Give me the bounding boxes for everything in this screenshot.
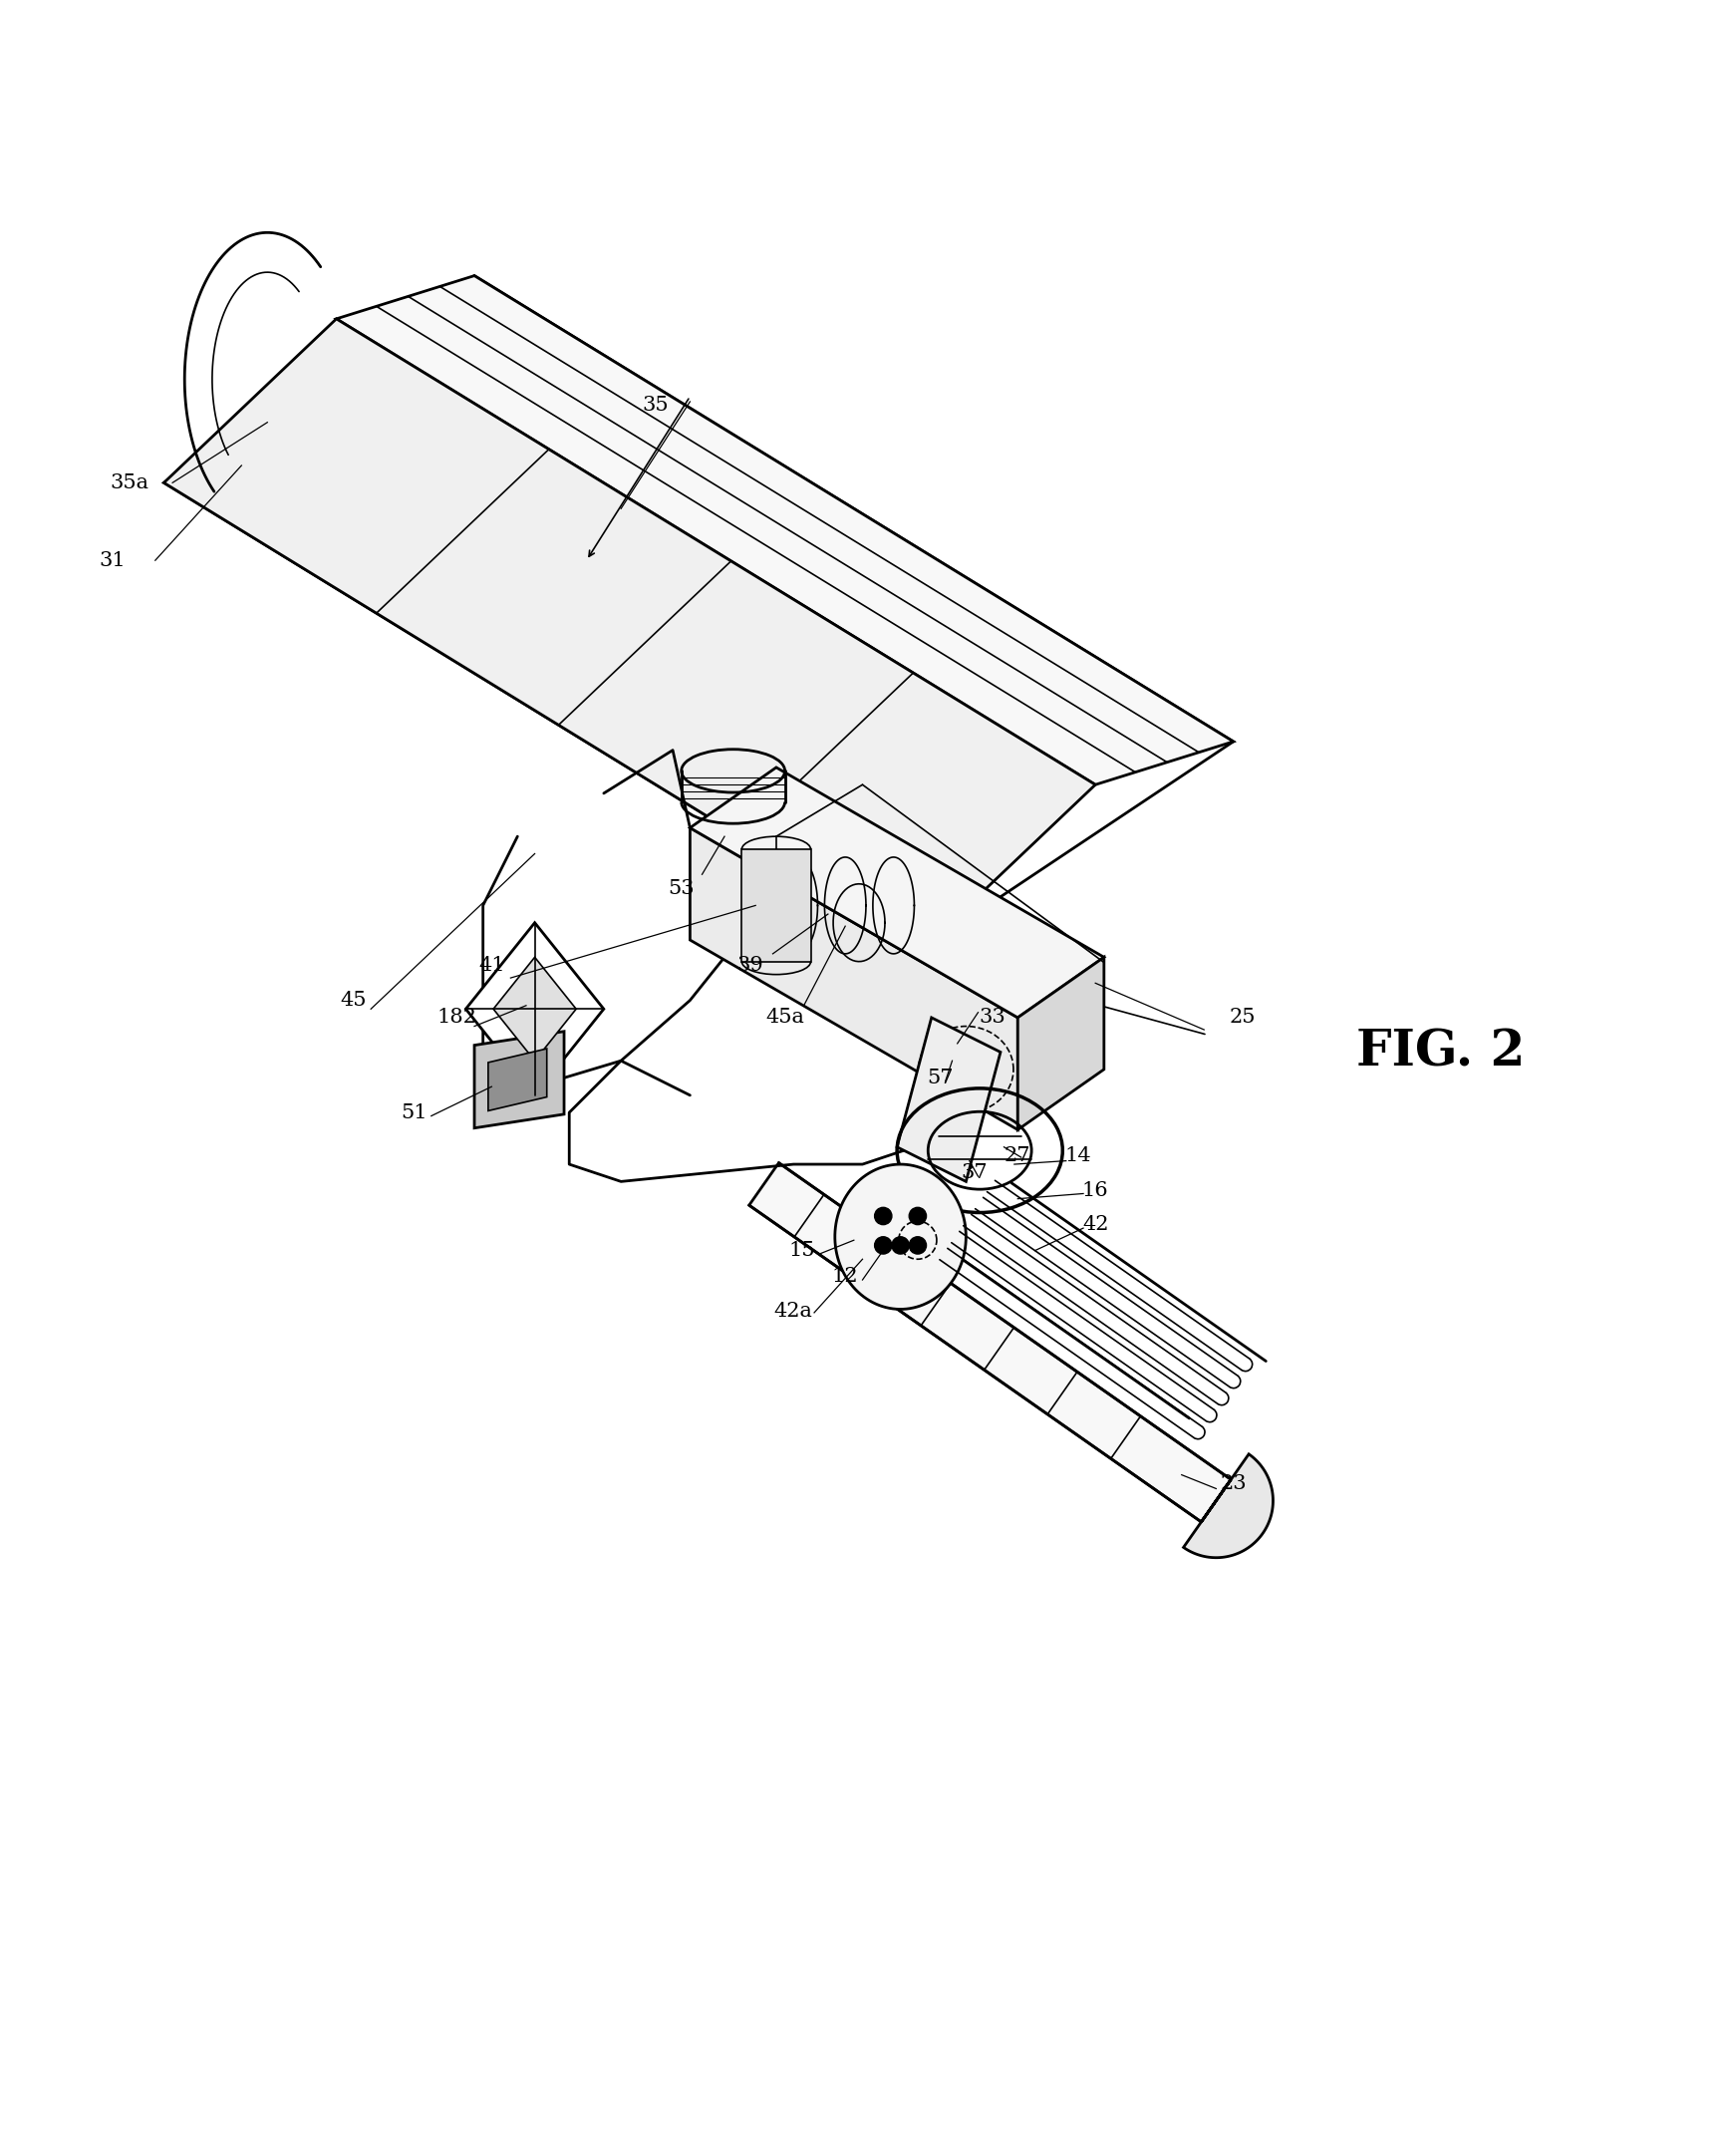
Polygon shape	[164, 276, 1233, 949]
Text: FIG. 2: FIG. 2	[1355, 1028, 1524, 1076]
Text: 27: 27	[1003, 1147, 1031, 1164]
Polygon shape	[690, 768, 1103, 1018]
Polygon shape	[493, 957, 576, 1061]
Polygon shape	[741, 849, 810, 962]
Text: 57: 57	[926, 1069, 953, 1087]
Polygon shape	[748, 1162, 1231, 1522]
Circle shape	[909, 1238, 926, 1255]
Polygon shape	[834, 1164, 965, 1309]
Circle shape	[891, 1238, 909, 1255]
Polygon shape	[690, 828, 1017, 1130]
Text: 42: 42	[1081, 1216, 1109, 1233]
Text: 41: 41	[478, 957, 505, 975]
Text: 39: 39	[736, 957, 764, 975]
Circle shape	[874, 1238, 891, 1255]
Polygon shape	[465, 923, 603, 1095]
Polygon shape	[336, 276, 1233, 785]
Text: 182: 182	[436, 1009, 478, 1026]
Polygon shape	[474, 1031, 564, 1128]
Polygon shape	[896, 1018, 1000, 1181]
Text: 45a: 45a	[765, 1009, 803, 1026]
Text: 14: 14	[1064, 1147, 1091, 1164]
Text: 42a: 42a	[774, 1302, 812, 1319]
Text: 53: 53	[667, 880, 695, 897]
Polygon shape	[1183, 1453, 1272, 1557]
Text: 16: 16	[1081, 1181, 1109, 1199]
Text: 25: 25	[1227, 1009, 1255, 1026]
Circle shape	[874, 1207, 891, 1225]
Text: 35: 35	[641, 395, 669, 414]
Text: 37: 37	[960, 1164, 988, 1181]
Text: 15: 15	[788, 1242, 815, 1259]
Text: 45: 45	[340, 992, 367, 1009]
Text: 33: 33	[978, 1009, 1005, 1026]
Text: 12: 12	[831, 1268, 859, 1285]
Text: 35a: 35a	[110, 474, 148, 492]
Polygon shape	[164, 319, 1095, 949]
Text: 31: 31	[98, 552, 126, 569]
Circle shape	[909, 1207, 926, 1225]
Text: 51: 51	[400, 1104, 428, 1121]
Polygon shape	[488, 1048, 547, 1110]
Polygon shape	[1017, 957, 1103, 1130]
Text: 23: 23	[1219, 1475, 1246, 1492]
